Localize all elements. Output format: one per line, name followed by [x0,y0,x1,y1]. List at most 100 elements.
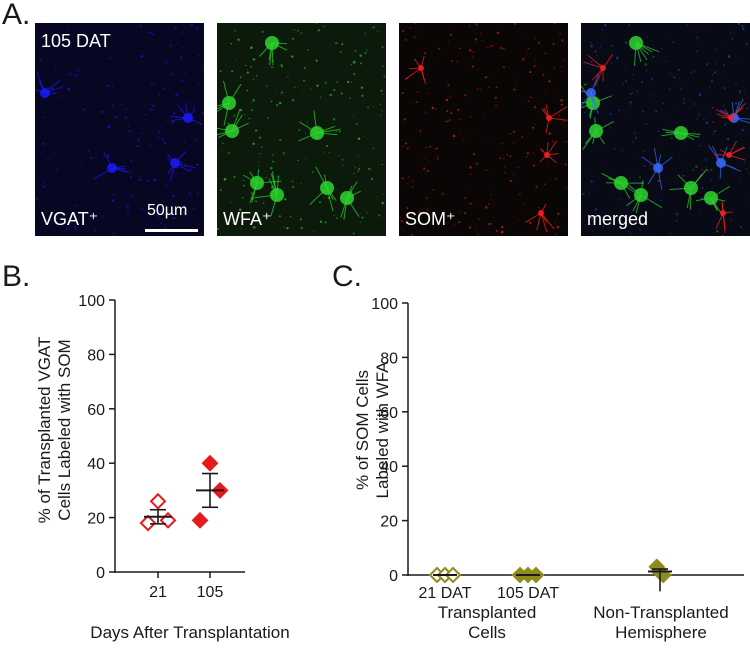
noise-speck [477,233,480,236]
noise-speck [432,61,434,63]
noise-speck [537,41,541,44]
cell-process [540,212,548,233]
cell-body [310,126,324,140]
noise-speck [469,115,472,118]
noise-speck [188,215,190,218]
noise-speck [485,169,488,172]
noise-speck [512,142,514,144]
noise-speck [383,75,386,78]
noise-speck [324,81,327,85]
noise-speck [517,219,520,221]
noise-speck [646,69,648,72]
noise-speck [35,218,36,220]
noise-speck [662,102,664,105]
noise-speck [724,123,726,126]
noise-speck [618,109,621,112]
noise-speck [449,95,452,98]
noise-speck [55,41,57,43]
noise-speck [118,48,120,50]
noise-speck [258,165,260,167]
noise-speck [472,153,475,156]
noise-speck [104,89,106,91]
noise-speck [735,82,737,85]
noise-speck [54,65,57,67]
noise-speck [401,176,405,180]
noise-speck [359,54,362,57]
noise-speck [527,100,530,103]
noise-speck [489,45,491,48]
noise-speck [526,52,528,54]
cell-body [720,210,726,216]
noise-speck [195,37,197,40]
noise-speck [455,60,458,63]
noise-speck [583,83,586,86]
noise-speck [332,118,336,121]
panel-c-letter: C. [332,260,362,293]
noise-speck [698,113,701,116]
noise-speck [232,222,235,225]
micrograph-wfa: WFA⁺ [217,23,386,236]
noise-speck [581,202,582,205]
noise-speck [506,153,508,156]
noise-speck [411,102,413,104]
noise-speck [529,221,532,224]
chart-b-xlabel: Days After Transplantation [90,623,289,642]
noise-speck [311,170,314,174]
noise-speck [255,200,257,202]
noise-speck [712,121,715,124]
noise-speck [429,160,430,162]
noise-speck [250,192,253,195]
noise-speck [494,202,496,204]
noise-speck [414,23,416,25]
noise-speck [475,229,477,231]
noise-speck [270,167,273,170]
noise-speck [342,163,345,167]
noise-speck [503,158,505,160]
data-point [159,511,177,529]
noise-speck [243,179,245,182]
cell-body [270,188,284,202]
noise-speck [381,202,383,204]
noise-speck [551,140,554,143]
noise-speck [54,126,56,128]
noise-speck [291,185,295,189]
micrograph-wfa-image [217,23,386,236]
noise-speck [665,60,668,63]
panel-a-letter: A. [2,0,31,31]
noise-speck [230,42,232,45]
cell-body [265,36,279,50]
noise-speck [586,83,589,85]
micrograph-som: SOM⁺ [399,23,568,236]
noise-speck [521,57,525,61]
noise-speck [513,130,516,133]
noise-speck [42,116,45,119]
noise-speck [715,62,717,65]
noise-speck [42,185,45,188]
noise-speck [730,31,732,34]
noise-speck [315,59,318,62]
noise-speck [381,109,383,112]
noise-speck [565,186,568,189]
noise-speck [539,100,541,102]
noise-speck [317,29,320,32]
noise-speck [258,162,259,164]
noise-speck [55,217,58,220]
noise-speck [162,141,164,143]
noise-speck [238,208,242,212]
chart-c-y-tick-label: 20 [380,514,398,531]
noise-speck [704,158,708,162]
noise-speck [255,74,258,77]
noise-speck [265,176,268,179]
noise-speck [560,99,563,102]
noise-speck [661,48,663,50]
noise-speck [229,152,231,154]
noise-speck [693,70,696,73]
noise-speck [513,88,516,91]
noise-speck [642,150,645,153]
noise-speck [275,89,277,91]
micrograph-merged: merged [581,23,750,236]
noise-speck [426,208,430,211]
noise-speck [336,81,338,83]
noise-speck [41,71,43,73]
noise-speck [468,226,472,229]
